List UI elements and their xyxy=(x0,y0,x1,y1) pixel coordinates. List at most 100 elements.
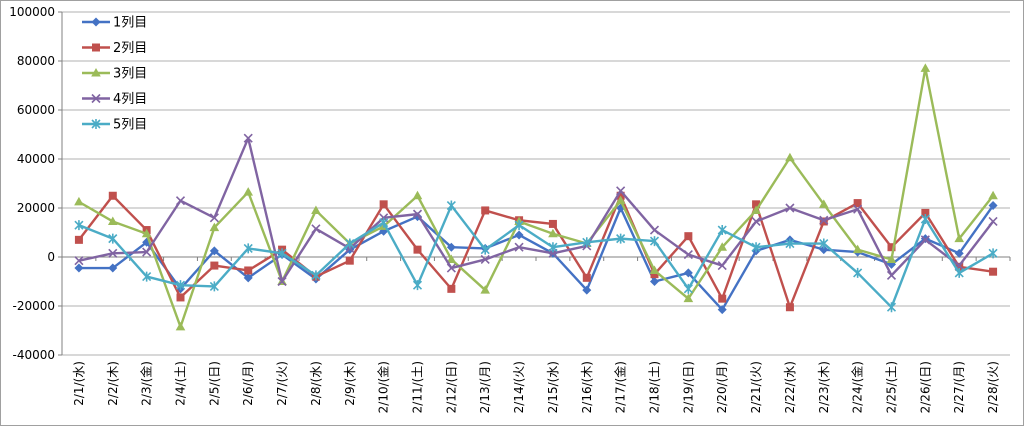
data-point xyxy=(514,220,524,231)
x-tick-label: 2/10/(金) xyxy=(376,361,391,413)
data-point xyxy=(683,249,693,260)
y-tick-label: 100000 xyxy=(9,5,55,19)
data-point xyxy=(819,217,828,226)
x-tick-label: 2/12/(日) xyxy=(444,361,458,413)
y-tick-label: 60000 xyxy=(17,103,55,117)
data-point xyxy=(446,200,456,211)
y-tick-label: -40000 xyxy=(12,348,55,362)
data-point xyxy=(717,242,728,251)
series-5 xyxy=(74,200,998,313)
legend-item: 4列目 xyxy=(82,92,147,107)
series-line xyxy=(78,136,995,283)
data-point xyxy=(717,305,727,315)
data-point xyxy=(481,206,490,215)
x-tick-label: 2/20/(月) xyxy=(715,361,729,413)
data-point xyxy=(819,245,829,255)
x-tick-label: 2/9/(木) xyxy=(343,361,357,406)
series-lines xyxy=(74,63,998,331)
data-point xyxy=(107,216,118,225)
data-point xyxy=(751,216,761,227)
data-point xyxy=(988,248,998,259)
data-point xyxy=(412,209,423,219)
legend-item: 1列目 xyxy=(82,16,147,31)
data-point xyxy=(311,270,321,281)
data-point xyxy=(616,186,626,196)
data-point xyxy=(412,190,423,200)
data-point xyxy=(853,267,863,278)
y-tick-label: 20000 xyxy=(17,201,55,215)
y-tick-label: 0 xyxy=(47,250,55,264)
data-point xyxy=(210,261,219,270)
data-point xyxy=(718,294,727,303)
legend-marker xyxy=(91,119,101,129)
legend-label: 4列目 xyxy=(113,92,147,107)
data-point xyxy=(480,244,490,255)
axes xyxy=(58,11,1011,356)
legend-label: 5列目 xyxy=(113,118,147,133)
data-point xyxy=(243,187,254,196)
data-point xyxy=(244,266,253,275)
data-point xyxy=(142,271,152,282)
data-point xyxy=(988,216,998,227)
data-point xyxy=(277,276,287,287)
data-point xyxy=(752,200,761,209)
legend-item: 5列目 xyxy=(82,118,147,133)
data-point xyxy=(345,238,355,249)
x-tick-label: 2/26/(日) xyxy=(918,361,932,413)
data-point xyxy=(175,196,186,206)
x-tick-label: 2/5/(日) xyxy=(207,361,221,406)
data-point xyxy=(379,200,388,209)
data-point xyxy=(785,303,794,312)
data-point xyxy=(818,199,829,208)
data-point xyxy=(649,265,660,274)
data-point xyxy=(243,133,253,143)
x-tick-label: 2/27/(月) xyxy=(952,361,966,413)
data-point xyxy=(785,238,795,249)
legend-marker xyxy=(92,43,100,52)
legend-marker xyxy=(91,93,101,104)
data-point xyxy=(277,248,287,259)
data-point xyxy=(819,215,829,225)
data-point xyxy=(74,235,83,244)
data-point xyxy=(683,268,693,278)
data-point xyxy=(176,293,185,302)
series-4 xyxy=(74,133,998,287)
data-point xyxy=(582,285,592,295)
x-tick-label: 2/2/(木) xyxy=(106,361,120,406)
data-point xyxy=(988,201,998,211)
x-tick-label: 2/15/(水) xyxy=(546,361,560,413)
data-point xyxy=(412,280,423,291)
data-point xyxy=(920,63,931,72)
x-tick-label: 2/8/(水) xyxy=(309,361,323,406)
data-point xyxy=(514,230,524,240)
data-point xyxy=(650,270,659,279)
x-tick-label: 2/11/(土) xyxy=(411,361,425,413)
legend-item: 3列目 xyxy=(82,67,147,82)
data-point xyxy=(717,225,727,236)
data-point xyxy=(615,195,626,205)
x-tick-label: 2/7/(火) xyxy=(275,361,289,406)
y-tick-labels: -40000 -20000 0 20000 40000 60000 80000 100000 xyxy=(9,5,55,362)
data-point xyxy=(74,256,84,266)
data-point xyxy=(582,237,592,248)
x-tick-label: 2/24/(金) xyxy=(850,361,865,413)
data-point xyxy=(209,281,219,292)
data-point xyxy=(955,262,964,271)
data-point xyxy=(785,152,795,162)
data-point xyxy=(311,224,321,234)
data-point xyxy=(548,228,558,238)
data-point xyxy=(819,238,829,249)
x-tick-label: 2/14/(火) xyxy=(512,361,526,413)
data-point xyxy=(141,228,152,238)
data-point xyxy=(142,247,152,257)
legend-label: 2列目 xyxy=(113,41,147,56)
x-tick-label: 2/1/(水) xyxy=(72,361,86,406)
data-point xyxy=(853,199,862,208)
legend-marker xyxy=(91,68,101,77)
data-point xyxy=(785,203,795,213)
data-point xyxy=(954,233,965,243)
data-point xyxy=(447,284,456,293)
x-tick-label: 2/6/(月) xyxy=(241,361,255,406)
